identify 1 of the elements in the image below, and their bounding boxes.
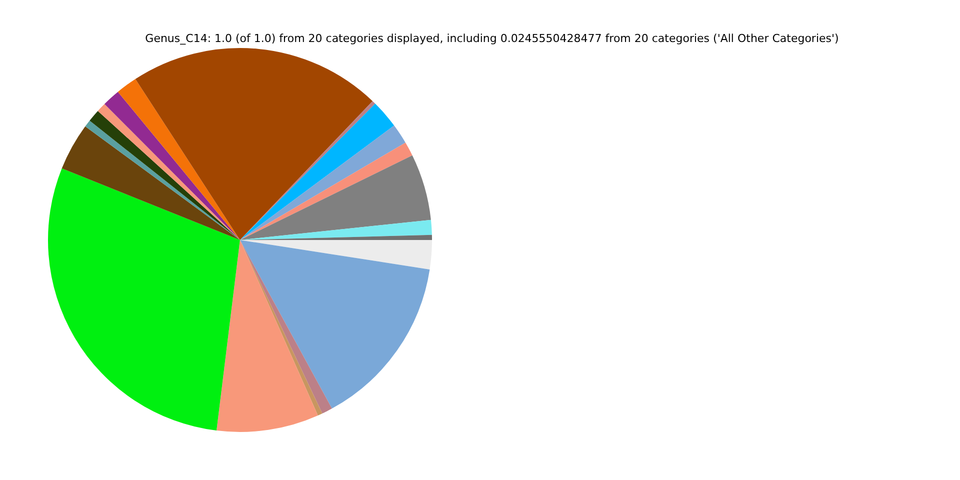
text: Genus_C14: 1.0 (of 1.0) from 20 categories displayed, including 0.0245550428477 from 20 categories ('All Other Categories') (144, 32, 840, 45)
